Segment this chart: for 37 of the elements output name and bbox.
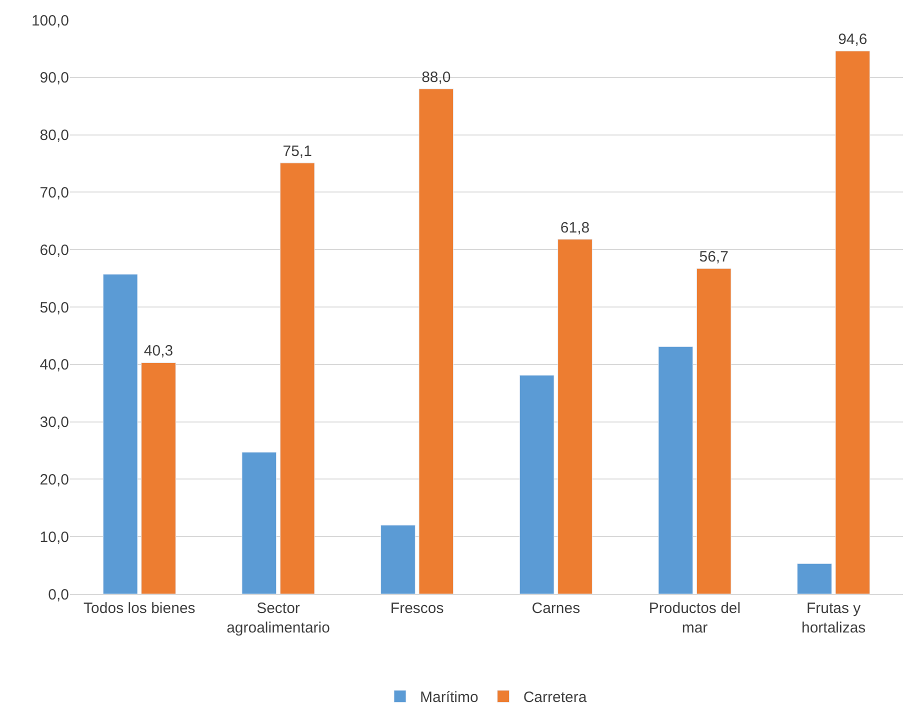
y-tick-label: 20,0: [40, 471, 69, 488]
y-tick-label: 60,0: [40, 242, 69, 259]
y-tick-label: 100,0: [31, 12, 69, 30]
y-tick-label: 0,0: [48, 586, 69, 604]
legend-label: Carretera: [523, 689, 588, 706]
bar: [696, 268, 732, 594]
x-tick-label: Todos los bienes: [84, 600, 196, 617]
bar: [242, 452, 277, 594]
y-tick-label: 10,0: [40, 528, 69, 546]
bar: [835, 50, 870, 594]
data-label: 61,8: [560, 219, 590, 236]
y-tick-label: 90,0: [40, 70, 69, 87]
data-label: 75,1: [282, 142, 312, 160]
y-tick-label: 30,0: [40, 414, 69, 432]
y-tick-label: 50,0: [40, 299, 69, 316]
y-tick-label: 80,0: [40, 127, 69, 144]
bar: [102, 274, 138, 594]
bar: [519, 375, 554, 594]
bar: [658, 346, 694, 594]
data-label: 88,0: [422, 68, 451, 86]
data-label: 94,6: [838, 31, 868, 48]
x-tick-label: Sector agroalimentario: [226, 600, 330, 636]
data-label: 56,7: [699, 248, 728, 266]
bar: [418, 88, 454, 594]
legend-label: Marítimo: [420, 689, 478, 706]
x-tick-label: Carnes: [532, 600, 580, 617]
bar: [797, 563, 832, 594]
x-tick-label: Frutas y hortalizas: [801, 600, 866, 636]
y-tick-label: 70,0: [40, 184, 69, 202]
bar: [280, 162, 315, 594]
bar: [558, 239, 592, 594]
y-tick-label: 40,0: [40, 356, 69, 374]
x-tick-label: Frescos: [390, 600, 444, 617]
bar: [380, 524, 416, 594]
x-tick-label: Productos del mar: [648, 600, 741, 636]
bar: [141, 362, 176, 594]
data-label: 40,3: [144, 342, 174, 360]
